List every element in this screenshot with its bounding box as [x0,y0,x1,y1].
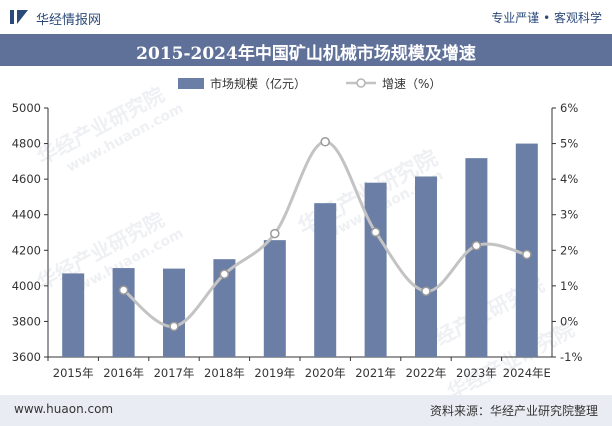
combo-chart: 3600 3800 4000 4200 4400 4600 4800 5000 -1% 0% 1% 2… [12,101,583,380]
growth-rate-point [370,227,381,237]
y-left-tick-label: 4800 [12,137,41,151]
legend-line-label: 增速（%） [382,76,442,91]
bar [112,268,135,357]
y-right-tick-label: 2% [560,243,578,257]
bar [62,273,85,357]
header-bar: 华经情报网 专业严谨 • 客观科学 [0,0,612,34]
bar [465,158,488,357]
y-left-tick-label: 4000 [12,279,41,293]
y-left-tick-label: 4600 [12,172,41,186]
y-right-tick-label: 6% [560,101,578,115]
huajing-logo-icon [10,10,28,24]
footer-url: www.huaon.com [14,402,114,416]
y-right-tick-label: 1% [560,279,578,293]
legend-bar-swatch [178,77,204,89]
bar [364,182,387,357]
legend-bar-label: 市场规模（亿元） [210,76,307,91]
legend-line-swatch [346,78,376,88]
growth-rate-point [320,137,330,147]
bar [163,268,185,357]
growth-rate-point [118,285,129,295]
growth-rate-point [219,269,230,279]
y-left-tick-label: 3600 [12,350,41,364]
y-right-tick-label: 5% [560,137,578,151]
legend-item-line: 增速（%） [346,73,441,93]
slogan: 专业严谨 • 客观科学 [491,11,602,25]
y-right-tick-label: 0% [560,314,578,328]
x-tick-label: 2017年 [154,366,195,380]
x-tick-label: 2020年 [305,366,346,380]
x-tick-label: 2015年 [53,366,94,380]
bar [263,240,286,357]
footer-source: 资料来源：华经产业研究院整理 [429,404,598,418]
bar [314,203,337,357]
y-left-tick-label: 3800 [12,314,41,328]
growth-rate-point [270,228,280,239]
growth-rate-point [421,286,431,296]
y-left-tick-label: 5000 [12,101,41,115]
x-tick-label: 2021年 [355,366,396,380]
legend-item-bar: 市场规模（亿元） [178,73,306,93]
footer-bar: www.huaon.com 资料来源：华经产业研究院整理 [0,395,612,426]
y-right-tick-label: 3% [560,208,578,222]
x-tick-label: 2016年 [103,366,144,380]
chart-title: 2015-2024年中国矿山机械市场规模及增速 [136,44,476,64]
y-right-tick-label: 4% [560,172,578,186]
bar [415,176,437,357]
title-bar: 2015-2024年中国矿山机械市场规模及增速 [0,34,612,66]
growth-rate-point [169,321,179,332]
growth-rate-point [471,240,482,251]
y-right-tick-label: -1% [560,350,582,364]
x-tick-label: 2018年 [204,366,245,380]
chart-legend: 市场规模（亿元） 增速（%） [0,73,612,93]
site-name: 华经情报网 [36,13,102,28]
x-tick-label: 2019年 [254,366,295,380]
y-left-tick-label: 4200 [12,243,41,257]
growth-rate-point [522,249,532,260]
x-tick-label: 2024年E [503,366,551,380]
y-left-tick-label: 4400 [12,208,41,222]
x-tick-label: 2022年 [406,366,447,380]
bar [213,259,236,357]
x-tick-label: 2023年 [456,366,497,380]
